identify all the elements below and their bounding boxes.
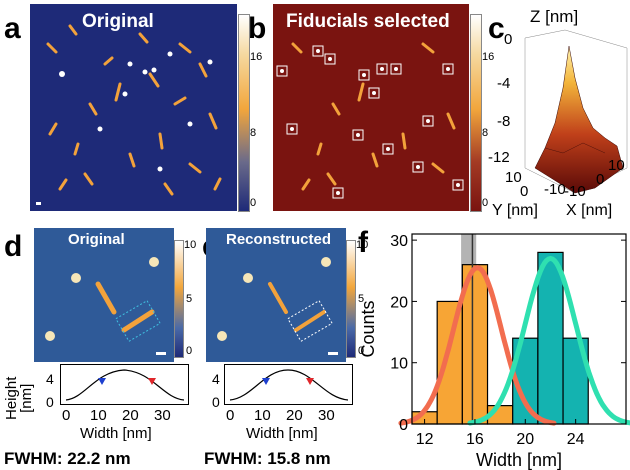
x-tick-label: 20 — [516, 431, 534, 448]
plot-frame — [411, 233, 627, 425]
y-tick-10: 10 — [505, 169, 522, 186]
colorbar-a — [238, 14, 250, 212]
histogram-bar — [461, 264, 489, 425]
x-tick-label: 24 — [567, 431, 585, 448]
z-tick-neg8: -8 — [497, 113, 511, 130]
y-tick-neg10: -10 — [544, 181, 566, 198]
panel-label-c: c — [488, 12, 505, 45]
panel-label-b: b — [248, 12, 267, 45]
z-tick-neg12: -12 — [488, 149, 510, 166]
profile-d-xtick-30: 30 — [154, 407, 171, 424]
profile-e-xtick-20: 20 — [286, 407, 303, 424]
profile-d-ylabel: Height [nm] — [3, 376, 35, 420]
colorbar-d — [174, 240, 184, 358]
gaussian-fit-curve — [398, 265, 557, 426]
profile-e-xlabel: Width [nm] — [246, 425, 318, 442]
colorbar-a-tick-max: 16 — [250, 51, 263, 63]
histogram-ylabel: Counts — [360, 300, 378, 357]
panel-label-d: d — [4, 230, 23, 263]
colorbar-d-tick-min: 0 — [186, 345, 193, 357]
colorbar-d-tick-mid: 5 — [186, 293, 193, 305]
profile-d-xtick-10: 10 — [90, 407, 107, 424]
gaussian-fit-curve — [467, 255, 630, 426]
colorbar-e-tick-min: 0 — [358, 345, 365, 357]
panel-label-f: f — [358, 226, 368, 259]
panel-e-title: Reconstructed — [226, 231, 332, 248]
x-tick-neg10: -10 — [564, 183, 586, 200]
height-profile-d — [60, 364, 189, 405]
afm-image-original — [30, 4, 237, 211]
height-profile-e — [224, 364, 353, 405]
profile-e-xtick-10: 10 — [254, 407, 271, 424]
afm-image-fiducials — [273, 4, 469, 211]
colorbar-a-tick-mid: 8 — [250, 127, 257, 139]
colorbar-e-tick-mid: 5 — [358, 293, 365, 305]
z-tick-neg4: -4 — [497, 75, 511, 92]
colorbar-a-tick-min: 0 — [250, 197, 257, 209]
profile-e-xtick-30: 30 — [318, 407, 335, 424]
x-tick-label: 12 — [416, 431, 434, 448]
panel-a-title: Original — [82, 11, 154, 32]
profile-d-ytick-4: 4 — [46, 371, 54, 387]
profile-d-xlabel: Width [nm] — [80, 425, 152, 442]
profile-d-xtick-0: 0 — [62, 407, 71, 424]
colorbar-b-tick-max: 16 — [482, 51, 495, 63]
y-tick-0: 0 — [520, 183, 529, 200]
fwhm-e: FWHM: 15.8 nm — [204, 449, 331, 468]
colorbar-d-tick-max: 10 — [184, 239, 197, 251]
profile-d-xtick-20: 20 — [122, 407, 139, 424]
y-axis-label-3d: Y [nm] — [492, 202, 538, 219]
panel-b-title: Fiducials selected — [286, 11, 450, 32]
colorbar-b-tick-mid: 8 — [482, 127, 489, 139]
colorbar-b — [470, 14, 482, 212]
afm-zoom-reconstructed — [206, 228, 346, 362]
colorbar-e-tick-max: 10 — [356, 239, 369, 251]
profile-e-ytick-4: 4 — [212, 371, 220, 387]
x-tick-0: 0 — [596, 171, 605, 188]
x-tick-label: 16 — [466, 431, 484, 448]
z-axis-label: Z [nm] — [530, 7, 579, 26]
afm-zoom-original — [34, 228, 174, 362]
profile-e-xtick-0: 0 — [226, 407, 235, 424]
z-tick-0: 0 — [504, 31, 513, 48]
surface-3d-plot — [524, 29, 628, 194]
profile-e-ytick-0: 0 — [212, 394, 220, 410]
y-tick-label: 10 — [390, 356, 408, 373]
y-tick-label: 20 — [390, 294, 408, 311]
profile-d-ytick-0: 0 — [46, 394, 54, 410]
x-tick-10: 10 — [608, 157, 625, 174]
histogram-bar — [537, 251, 564, 425]
histogram-bar — [436, 300, 463, 425]
fwhm-d: FWHM: 22.2 nm — [4, 449, 131, 468]
panel-d-title: Original — [68, 231, 125, 248]
y-tick-label: 0 — [399, 417, 408, 434]
width-histogram: 12 16 20 24 0 10 20 30 Width [nm] Counts — [360, 233, 630, 470]
colorbar-e — [346, 240, 356, 358]
panel-label-a: a — [4, 12, 21, 45]
y-tick-label: 30 — [390, 233, 408, 250]
x-axis-label-3d: X [nm] — [566, 202, 613, 219]
colorbar-b-tick-min: 0 — [482, 197, 489, 209]
histogram-xlabel: Width [nm] — [476, 450, 562, 470]
